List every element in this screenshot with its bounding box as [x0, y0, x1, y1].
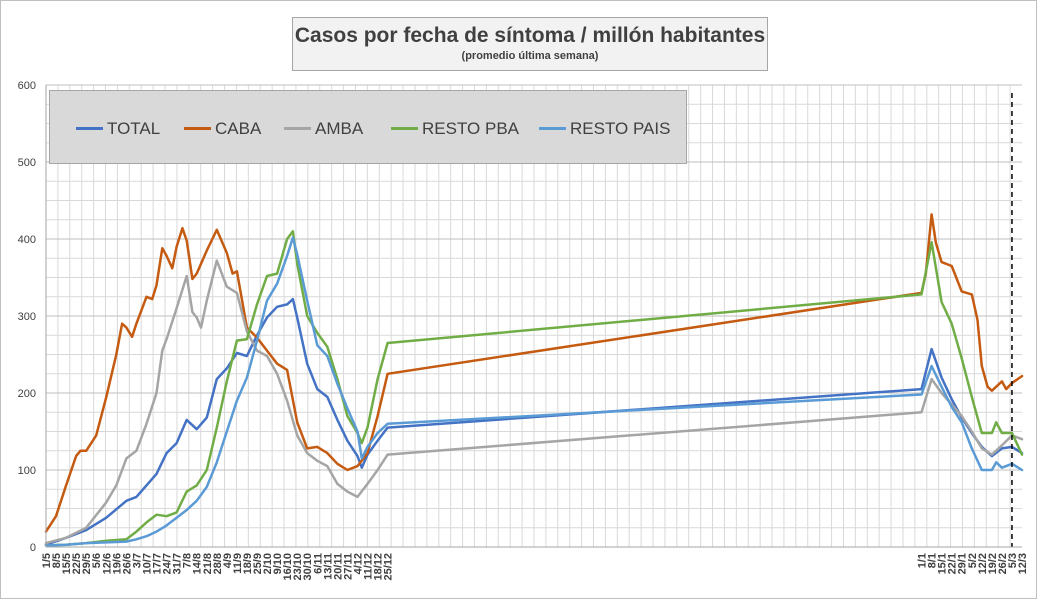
- legend-label-caba: CABA: [215, 119, 262, 138]
- legend-label-total: TOTAL: [107, 119, 161, 138]
- x-tick-label: 19/2: [987, 553, 999, 574]
- x-tick-label: 3/7: [131, 553, 143, 568]
- legend-swatch-amba: [284, 127, 311, 131]
- x-tick-label: 18/9: [242, 553, 254, 574]
- x-tick-label: 26/2: [997, 553, 1009, 574]
- series-lines: [44, 213, 1024, 547]
- x-tick-label: 8/5: [51, 553, 63, 568]
- legend-item-total: TOTAL: [76, 119, 160, 139]
- x-tick-label: 7/8: [182, 553, 194, 568]
- x-tick-label: 1/1: [917, 553, 929, 568]
- x-tick-label: 5/3: [1007, 553, 1019, 568]
- x-tick-label: 28/8: [212, 553, 224, 574]
- legend-swatch-total: [76, 127, 103, 131]
- x-tick-label: 31/7: [172, 553, 184, 574]
- legend-swatch-resto-pba: [391, 127, 418, 131]
- x-tick-label: 14/8: [192, 553, 204, 574]
- x-tick-label: 13/11: [322, 553, 334, 580]
- y-tick-label: 600: [18, 80, 36, 92]
- legend-label-amba: AMBA: [315, 119, 364, 138]
- legend-swatch-resto-pais: [539, 127, 566, 131]
- x-tick-label: 12/2: [977, 553, 989, 574]
- series-line-total: [44, 297, 1024, 546]
- legend-item-caba: CABA: [184, 119, 261, 139]
- x-tick-label: 11/9: [232, 553, 244, 574]
- y-tick-label: 400: [18, 234, 36, 246]
- title-box: Casos por fecha de síntoma / millón habi…: [292, 17, 768, 71]
- x-tick-label: 25/9: [252, 553, 264, 574]
- x-tick-label: 5/6: [91, 553, 103, 568]
- x-tick-label: 25/12: [383, 553, 395, 581]
- x-tick-label: 15/1: [937, 553, 949, 574]
- x-tick-label: 21/8: [202, 553, 214, 574]
- series-line-resto-pais: [44, 236, 1024, 547]
- legend: TOTAL CABA AMBA RESTO PBA RESTO PAIS: [49, 90, 687, 164]
- x-tick-label: 30/10: [302, 553, 314, 581]
- legend-item-resto-pba: RESTO PBA: [391, 119, 519, 139]
- x-tick-label: 24/7: [162, 553, 174, 574]
- x-tick-label: 4/12: [352, 553, 364, 574]
- y-axis-tick-labels: 0 100 200 300 400 500 600: [18, 80, 36, 554]
- x-tick-label: 19/6: [111, 553, 123, 574]
- x-tick-label: 26/6: [121, 553, 133, 574]
- x-axis-tick-labels: 1/58/515/522/529/55/612/619/626/63/710/7…: [41, 553, 1029, 581]
- chart-subtitle: (promedio última semana): [461, 50, 599, 62]
- x-tick-label: 17/7: [152, 553, 164, 574]
- axes: [45, 85, 1022, 548]
- y-tick-label: 100: [18, 465, 36, 477]
- x-tick-label: 29/1: [957, 553, 969, 574]
- x-tick-label: 12/3: [1017, 553, 1029, 574]
- legend-swatch-caba: [184, 127, 211, 131]
- x-tick-label: 20/11: [332, 553, 344, 580]
- series-line-resto-pba: [44, 230, 1024, 547]
- x-tick-label: 29/5: [81, 553, 93, 574]
- legend-label-resto-pais: RESTO PAIS: [570, 119, 671, 138]
- y-tick-label: 0: [30, 542, 36, 554]
- x-tick-label: 2/10: [262, 553, 274, 574]
- x-tick-label: 12/6: [101, 553, 113, 574]
- x-tick-label: 27/11: [342, 553, 354, 580]
- x-tick-label: 22/1: [947, 553, 959, 574]
- x-tick-label: 1/5: [41, 553, 53, 568]
- series-line-caba: [44, 213, 1024, 533]
- y-tick-label: 200: [18, 388, 36, 400]
- legend-item-resto-pais: RESTO PAIS: [539, 119, 670, 139]
- x-tick-label: 6/11: [312, 553, 324, 574]
- x-tick-label: 5/2: [967, 553, 979, 568]
- x-tick-label: 22/5: [71, 553, 83, 574]
- x-tick-label: 16/10: [282, 553, 294, 581]
- x-tick-label: 4/9: [222, 553, 234, 568]
- y-tick-label: 300: [18, 311, 36, 323]
- x-tick-label: 8/1: [927, 553, 939, 568]
- x-tick-label: 23/10: [292, 553, 304, 581]
- x-tick-label: 10/7: [141, 553, 153, 574]
- y-tick-label: 500: [18, 157, 36, 169]
- legend-label-resto-pba: RESTO PBA: [422, 119, 519, 138]
- x-tick-label: 15/5: [61, 553, 73, 574]
- chart-title: Casos por fecha de síntoma / millón habi…: [294, 24, 766, 47]
- x-tick-label: 11/12: [363, 553, 375, 580]
- x-tick-label: 18/12: [373, 553, 385, 581]
- legend-item-amba: AMBA: [284, 119, 363, 139]
- x-tick-label: 9/10: [272, 553, 284, 574]
